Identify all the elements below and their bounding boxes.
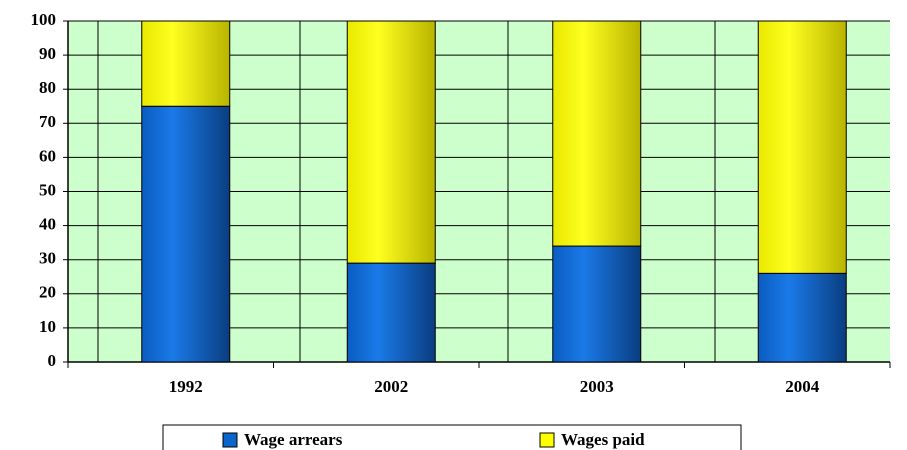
x-tick-label: 2003 [580, 377, 614, 396]
y-tick-label: 30 [39, 249, 56, 268]
legend-swatch [222, 432, 238, 448]
x-tick-label: 2004 [785, 377, 820, 396]
legend-label: Wage arrears [244, 430, 343, 449]
bar-segment [757, 20, 847, 274]
y-tick-label: 60 [39, 146, 56, 165]
legend-box [162, 424, 742, 450]
bar-segment [141, 20, 231, 107]
y-tick-label: 50 [39, 180, 56, 199]
bar-segment [552, 20, 642, 247]
x-tick-label: 1992 [169, 377, 203, 396]
y-tick-label: 0 [48, 351, 57, 370]
y-tick-label: 80 [39, 78, 56, 97]
bar-segment [552, 245, 642, 363]
bar-segment [757, 272, 847, 363]
y-tick-label: 20 [39, 283, 56, 302]
y-tick-label: 40 [39, 215, 56, 234]
y-tick-label: 90 [39, 44, 56, 63]
bar-segment [141, 105, 231, 363]
legend-swatch [539, 432, 555, 448]
y-tick-label: 100 [31, 10, 57, 29]
bar-segment [346, 20, 436, 264]
y-tick-label: 10 [39, 317, 56, 336]
x-tick-label: 2002 [374, 377, 408, 396]
y-tick-label: 70 [39, 112, 56, 131]
legend-label: Wages paid [561, 430, 645, 449]
bar-segment [346, 262, 436, 363]
